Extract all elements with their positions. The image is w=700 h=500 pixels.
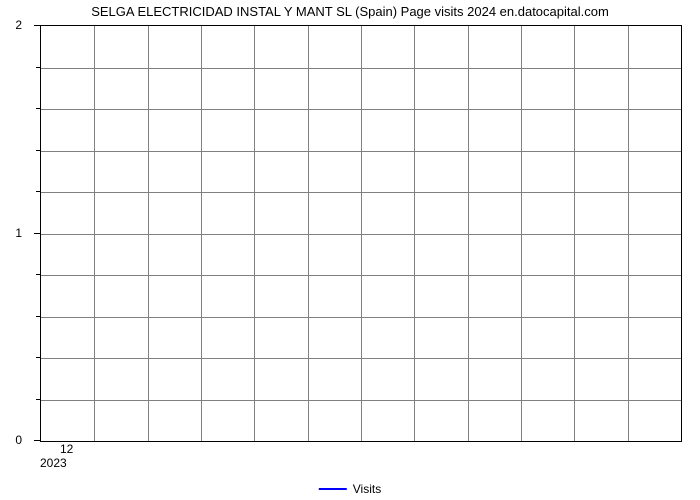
y-tick-mark xyxy=(34,25,40,26)
legend-line-icon xyxy=(319,488,347,490)
y-tick-mark xyxy=(34,233,40,234)
y-tick-label: 2 xyxy=(0,18,22,32)
gridline-horizontal xyxy=(41,400,681,401)
x-secondary-label: 2023 xyxy=(40,456,67,470)
gridline-horizontal xyxy=(41,358,681,359)
chart-title: SELGA ELECTRICIDAD INSTAL Y MANT SL (Spa… xyxy=(0,4,700,19)
y-minor-tick-mark xyxy=(36,67,40,68)
y-minor-tick-mark xyxy=(36,399,40,400)
chart-legend: Visits xyxy=(319,481,381,496)
gridline-horizontal xyxy=(41,151,681,152)
chart-container: SELGA ELECTRICIDAD INSTAL Y MANT SL (Spa… xyxy=(0,0,700,500)
y-tick-label: 1 xyxy=(0,226,22,240)
x-tick-label: 12 xyxy=(60,442,73,456)
gridline-horizontal xyxy=(41,234,681,235)
y-minor-tick-mark xyxy=(36,150,40,151)
y-minor-tick-mark xyxy=(36,108,40,109)
gridline-horizontal xyxy=(41,68,681,69)
legend-label: Visits xyxy=(353,482,381,496)
y-minor-tick-mark xyxy=(36,191,40,192)
y-minor-tick-mark xyxy=(36,316,40,317)
gridline-horizontal xyxy=(41,275,681,276)
gridline-horizontal xyxy=(41,192,681,193)
y-tick-mark xyxy=(34,440,40,441)
plot-area xyxy=(40,25,682,442)
gridline-horizontal xyxy=(41,109,681,110)
y-minor-tick-mark xyxy=(36,274,40,275)
y-tick-label: 0 xyxy=(0,433,22,447)
gridline-horizontal xyxy=(41,317,681,318)
y-minor-tick-mark xyxy=(36,357,40,358)
